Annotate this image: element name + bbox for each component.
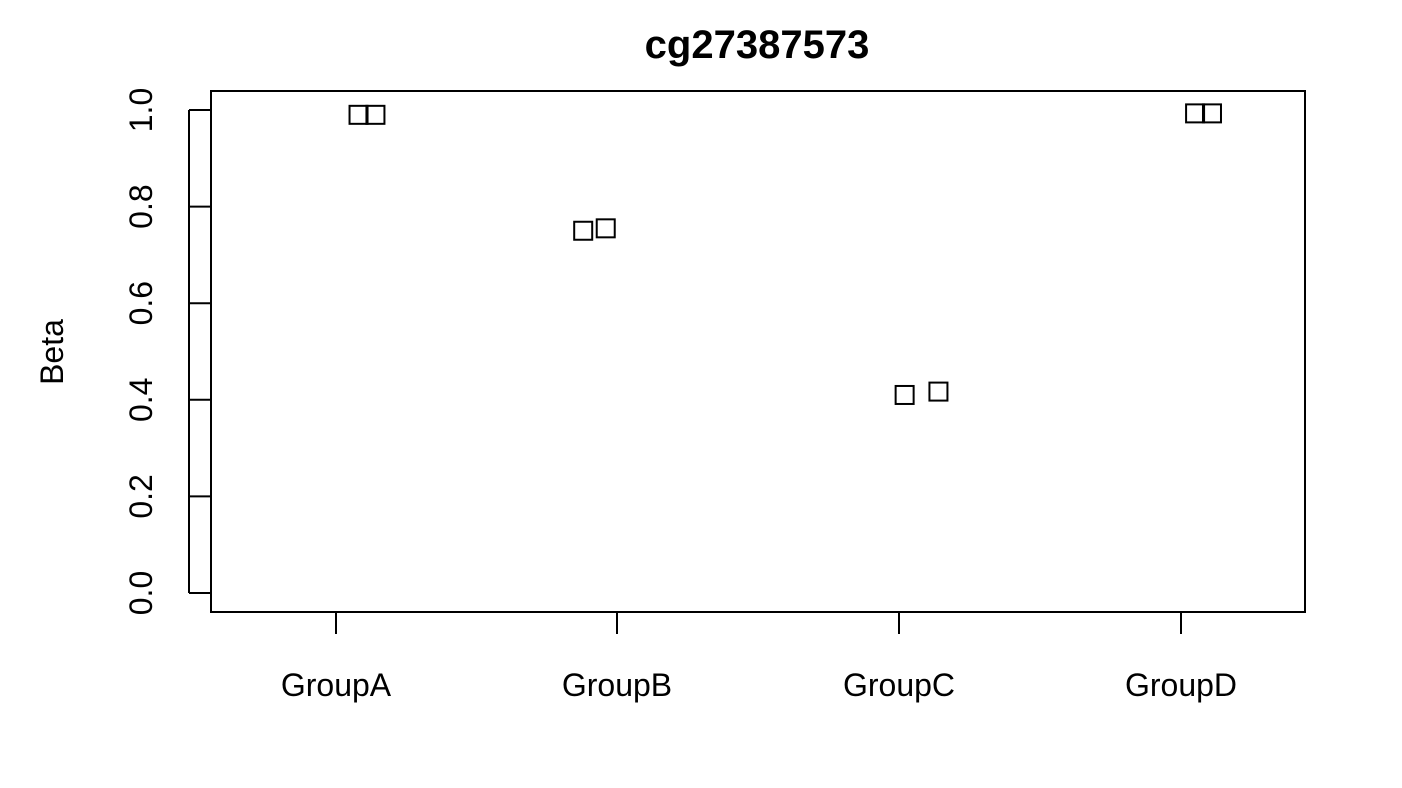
data-point <box>894 384 915 405</box>
data-points <box>348 103 1222 405</box>
y-tick-label: 0.2 <box>123 474 159 518</box>
y-tick-label: 1.0 <box>123 88 159 132</box>
data-point <box>1185 103 1206 124</box>
x-tick-label: GroupC <box>843 667 955 703</box>
x-tick-label: GroupA <box>281 667 392 703</box>
plot-frame <box>210 90 1306 613</box>
y-tick-label: 0.0 <box>123 571 159 615</box>
y-axis: 0.0 0.2 0.4 0.6 0.8 1.0 <box>123 88 211 615</box>
data-point <box>1201 103 1222 124</box>
y-tick-label: 0.8 <box>123 184 159 228</box>
data-point <box>348 104 369 125</box>
chart-title: cg27387573 <box>645 23 870 67</box>
y-axis-label: Beta <box>34 319 70 385</box>
data-point <box>928 381 949 402</box>
x-axis: GroupA GroupB GroupC GroupD <box>281 612 1237 703</box>
y-tick-label: 0.4 <box>123 378 159 422</box>
x-tick-label: GroupB <box>562 667 672 703</box>
data-point <box>365 104 386 125</box>
data-point <box>595 218 616 239</box>
y-tick-label: 0.6 <box>123 281 159 325</box>
x-tick-label: GroupD <box>1125 667 1237 703</box>
data-point <box>573 220 594 241</box>
